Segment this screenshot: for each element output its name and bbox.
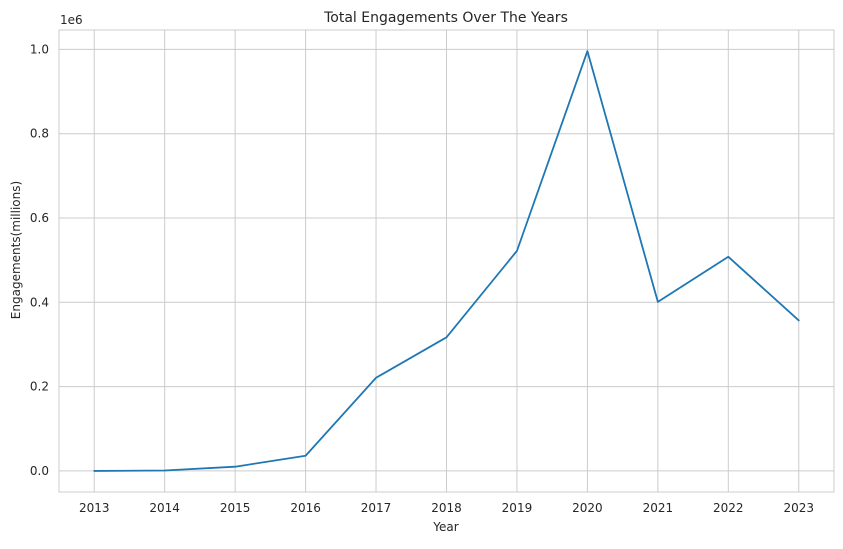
x-gridlines [93,30,800,492]
x-tick-label: 2017 [361,501,392,515]
x-tick-label: 2013 [79,501,110,515]
x-tick-label: 2020 [572,501,603,515]
data-point [163,469,167,473]
y-tick-labels: 0.0 0.2 0.4 0.6 0.8 1.0 [30,42,49,478]
chart-title: Total Engagements Over The Years [323,10,568,26]
data-point [304,454,308,458]
y-tick-label: 0.4 [30,295,49,309]
x-tick-label: 2019 [502,501,533,515]
y-gridlines [59,48,834,472]
y-axis-label: Engagements(millions) [9,181,23,319]
y-tick-label: 0.8 [30,127,49,141]
data-point [515,249,519,253]
x-tick-label: 2016 [290,501,321,515]
x-tick-label: 2022 [713,501,744,515]
data-point [374,376,378,380]
series-layer [92,49,801,473]
x-tick-label: 2023 [783,501,814,515]
data-point [92,469,96,473]
x-tick-label: 2021 [643,501,674,515]
x-tick-labels: 2013 2014 2015 2016 2017 2018 2019 2020 2021 2022… [79,501,814,515]
data-point [726,255,730,259]
data-point [233,465,237,469]
y-tick-label: 0.6 [30,211,49,225]
x-axis-label: Year [432,520,458,534]
x-tick-label: 2018 [431,501,462,515]
y-tick-label: 0.0 [30,464,49,478]
x-tick-label: 2014 [149,501,180,515]
plot-frame [58,29,835,493]
data-point [445,335,449,339]
x-tick-label: 2015 [220,501,251,515]
data-point [585,49,589,53]
data-point [656,300,660,304]
y-tick-label: 1.0 [30,42,49,56]
series-line [93,50,800,472]
y-tick-label: 0.2 [30,380,49,394]
y-axis-offset-label: 1e6 [60,13,83,27]
data-point [797,318,801,322]
